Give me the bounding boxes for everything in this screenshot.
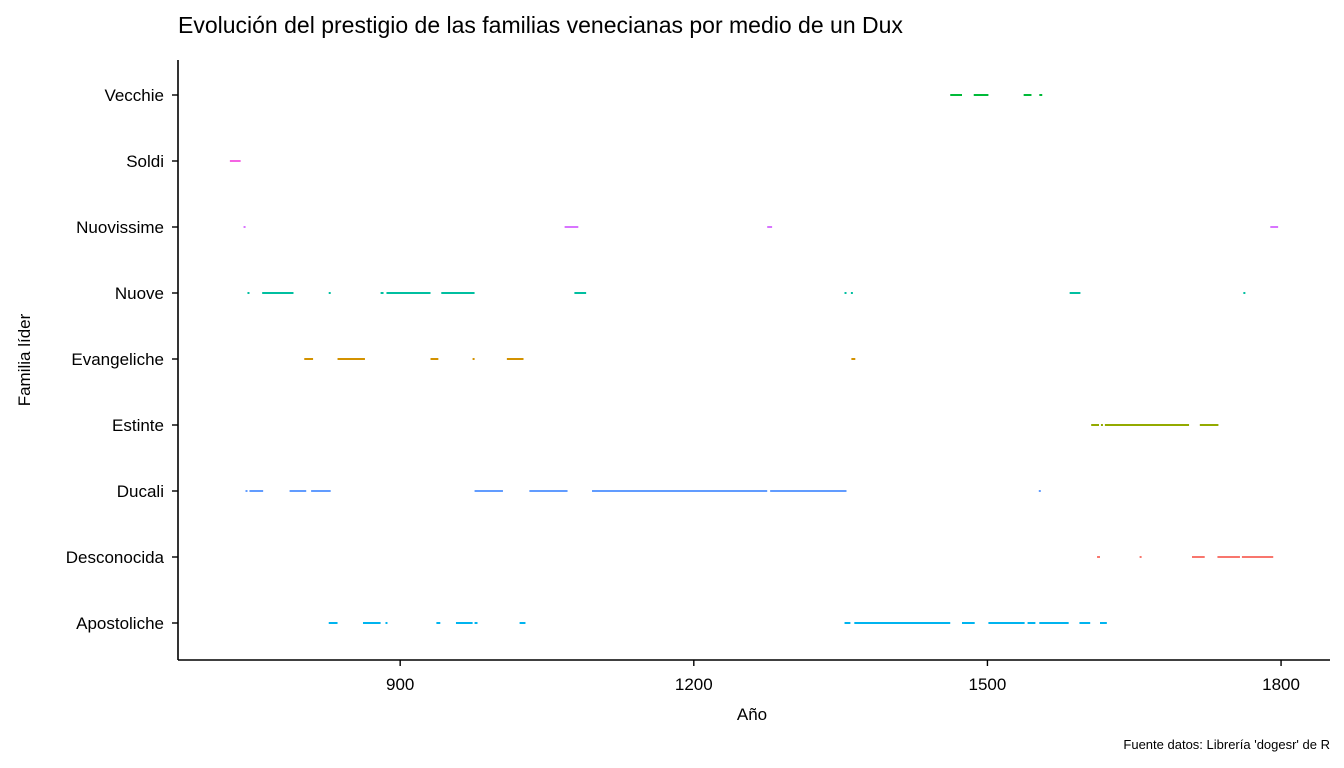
x-axis-title: Año	[737, 705, 767, 724]
y-tick-label: Nuove	[115, 284, 164, 303]
x-tick-label: 900	[386, 675, 414, 694]
y-tick-label: Desconocida	[66, 548, 165, 567]
y-tick-label: Evangeliche	[71, 350, 164, 369]
y-tick-label: Apostoliche	[76, 614, 164, 633]
axes: Apostoliche Desconocida Ducali Estinte Evang…	[15, 60, 1330, 724]
y-tick-label: Soldi	[126, 152, 164, 171]
y-tick-label: Ducali	[117, 482, 164, 501]
chart-title: Evolución del prestigio de las familias …	[178, 12, 903, 38]
y-tick-label: Vecchie	[104, 86, 164, 105]
y-tick-label: Nuovissime	[76, 218, 164, 237]
x-tick-label: 1500	[969, 675, 1007, 694]
x-tick-label: 1200	[675, 675, 713, 694]
x-tick-label: 1800	[1262, 675, 1300, 694]
y-tick-label: Estinte	[112, 416, 164, 435]
chart-marks	[229, 94, 1279, 624]
source-caption: Fuente datos: Librería 'dogesr' de R	[1123, 737, 1330, 752]
y-axis-title: Familia líder	[15, 313, 34, 406]
